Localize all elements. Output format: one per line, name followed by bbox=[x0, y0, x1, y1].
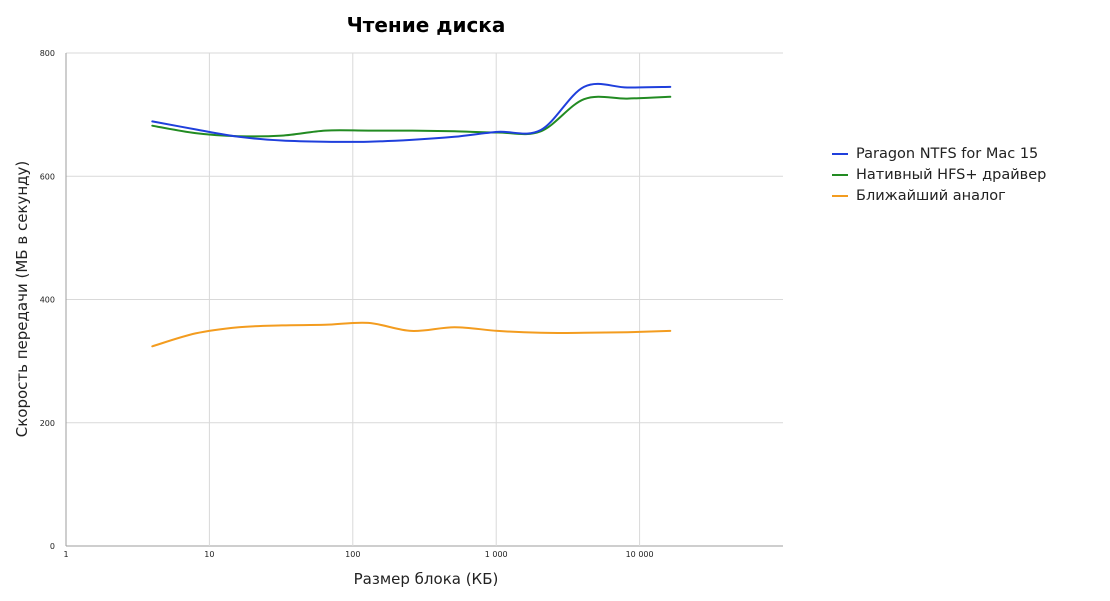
x-tick-label: 10 bbox=[204, 550, 214, 559]
legend-label: Нативный HFS+ драйвер bbox=[856, 166, 1047, 183]
grid bbox=[65, 52, 783, 547]
y-axis-title: Скорость передачи (МБ в секунду) bbox=[13, 161, 31, 438]
legend-swatch bbox=[832, 194, 848, 197]
series-lines bbox=[151, 82, 672, 348]
series-line-0 bbox=[151, 82, 672, 143]
legend-label: Paragon NTFS for Mac 15 bbox=[856, 145, 1039, 162]
y-tick-label: 400 bbox=[40, 296, 55, 305]
x-tick-label: 100 bbox=[345, 550, 360, 559]
x-tick-label: 1 bbox=[63, 550, 68, 559]
legend-item: Paragon NTFS for Mac 15 bbox=[832, 143, 1046, 164]
legend-label: Ближайший аналог bbox=[856, 187, 1006, 204]
y-tick-label: 800 bbox=[40, 49, 55, 58]
series-line-1 bbox=[151, 95, 672, 138]
legend: Paragon NTFS for Mac 15 Нативный HFS+ дра… bbox=[832, 143, 1046, 206]
y-tick-label: 0 bbox=[50, 542, 55, 551]
x-axis-title: Размер блока (КБ) bbox=[354, 570, 499, 588]
legend-swatch bbox=[832, 173, 848, 176]
chart-title: Чтение диска bbox=[347, 13, 506, 37]
y-tick-label: 600 bbox=[40, 172, 55, 181]
legend-item: Нативный HFS+ драйвер bbox=[832, 164, 1046, 185]
y-tick-label: 200 bbox=[40, 419, 55, 428]
x-tick-label: 1 000 bbox=[485, 550, 508, 559]
x-tick-label: 10 000 bbox=[626, 550, 654, 559]
series-line-2 bbox=[151, 321, 672, 348]
tick-labels: 0 200 400 600 800 1 10 100 1 000 10 000 bbox=[40, 49, 654, 559]
legend-swatch bbox=[832, 152, 848, 155]
legend-item: Ближайший аналог bbox=[832, 185, 1046, 206]
